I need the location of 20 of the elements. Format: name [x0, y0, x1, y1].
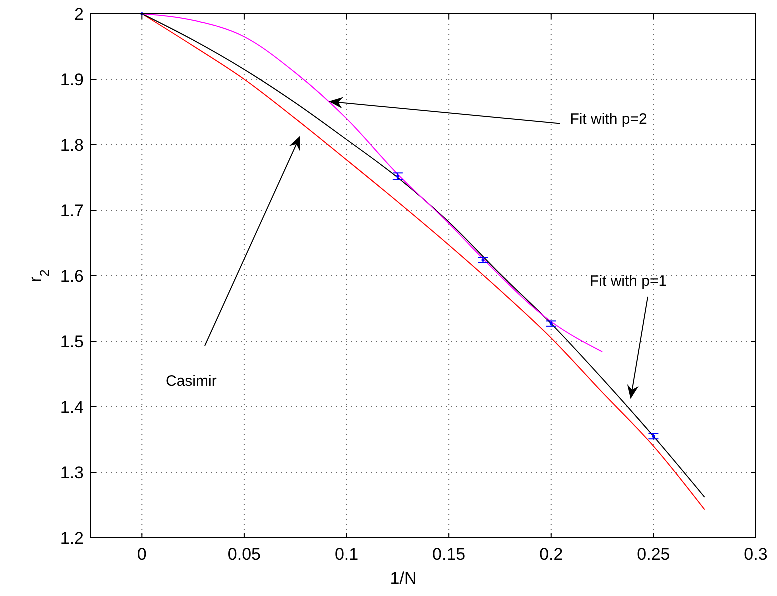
x-tick-label: 0.3 [744, 545, 768, 564]
y-tick-label: 1.7 [60, 202, 84, 220]
x-tick-label: 0.25 [637, 545, 670, 564]
annotation: Fit with p=2 [570, 110, 648, 128]
y-tick-label: 1.6 [60, 267, 84, 286]
x-tick-label: 0.1 [334, 545, 359, 564]
y-tick-label: 1.9 [60, 70, 84, 90]
x-tick-label: 0 [137, 545, 147, 564]
y-tick-label: 1.2 [60, 529, 84, 548]
annotation: Casimir [166, 373, 217, 390]
x-tick-label: 0.2 [540, 545, 564, 564]
y-tick-label: 1.4 [60, 398, 84, 417]
y-tick-label: 2 [74, 5, 84, 24]
annotation: Fit with p=1 [590, 273, 668, 290]
y-tick-label: 1.5 [60, 332, 84, 352]
y-tick-label: 1.8 [60, 136, 84, 155]
x-axis-title: 1/N [390, 569, 417, 588]
x-tick-label: 0.05 [228, 545, 262, 564]
y-tick-label: 1.3 [60, 464, 84, 482]
x-tick-label: 0.15 [432, 545, 466, 564]
